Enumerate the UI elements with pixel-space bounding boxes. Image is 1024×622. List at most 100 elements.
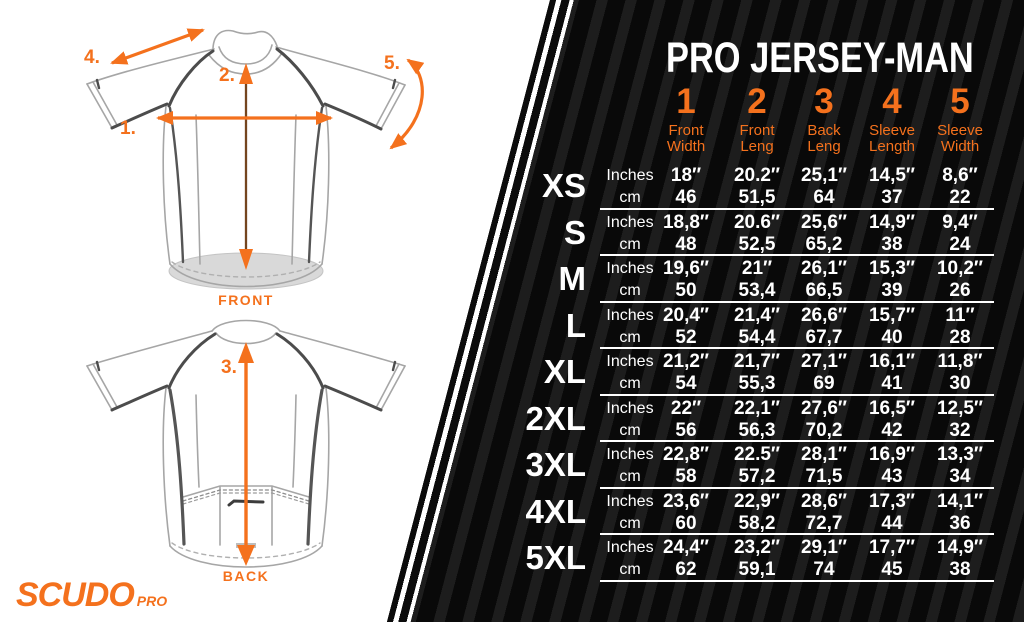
value-inches: 14,1″ (936, 490, 984, 512)
unit-inches-label: Inches (606, 167, 654, 184)
column-label-line1: Front (739, 122, 775, 139)
unit-cm-label: cm (619, 189, 641, 206)
size-label: XL (543, 353, 586, 390)
value-inches: 29,1″ (800, 537, 848, 558)
size-label: S (563, 213, 586, 251)
value-inches: 21″ (741, 258, 773, 279)
marker-3-label: 3. (221, 357, 237, 378)
value-cm: 70,2 (805, 419, 843, 441)
value-cm: 58,2 (738, 512, 776, 534)
table-row: 5XL Inches cm 24,4″ 23,2″ 29,1″ 17,7″ 14… (0, 535, 1024, 582)
size-label: 2XL (525, 399, 586, 437)
value-inches: 21,2″ (662, 351, 710, 372)
value-inches: 8,6″ (942, 165, 978, 186)
table-row: XL Inches cm 21,2″ 21,7″ 27,1″ 16,1″ 11,… (0, 349, 1024, 396)
value-cm: 55,3 (738, 373, 776, 394)
value-inches: 20.2″ (733, 165, 781, 186)
marker-1-label: 1. (120, 118, 136, 139)
value-inches: 22,8″ (662, 444, 710, 465)
size-label: 3XL (525, 446, 586, 483)
value-cm: 64 (813, 187, 835, 208)
value-inches: 10,2″ (936, 258, 984, 279)
back-pocket-zipper-mark (227, 499, 265, 507)
value-cm: 34 (949, 466, 971, 487)
value-inches: 9,4″ (942, 211, 978, 233)
marker-4-label: 4. (84, 47, 100, 68)
value-cm: 51,5 (738, 187, 776, 208)
table-row: M Inches cm 19,6″ 21″ 26,1″ 15,3″ 10,2″ … (0, 256, 1024, 303)
row-separator (600, 440, 994, 442)
column-label-line1: Sleeve (869, 122, 915, 139)
value-cm: 40 (881, 326, 903, 348)
value-cm: 59,1 (738, 559, 776, 580)
value-inches: 11″ (945, 304, 975, 326)
value-inches: 24,4″ (662, 537, 710, 558)
value-inches: 16,1″ (868, 351, 916, 372)
column-number: 1 (676, 82, 696, 121)
value-cm: 48 (675, 233, 697, 255)
table-row: 2XL Inches cm 22″ 22,1″ 27,6″ 16,5″ 12,5… (0, 396, 1024, 442)
value-inches: 16,5″ (868, 397, 916, 419)
value-inches: 25,6″ (800, 211, 848, 233)
table-row: S Inches cm 18,8″ 20.6″ 25,6″ 14,9″ 9,4″… (0, 210, 1024, 256)
column-label-line1: Back (807, 122, 841, 139)
value-cm: 28 (949, 326, 971, 348)
row-separator (600, 347, 994, 349)
value-inches: 22.5″ (733, 444, 781, 465)
size-label: 4XL (525, 492, 586, 530)
value-inches: 22,9″ (733, 490, 781, 512)
unit-inches-label: Inches (606, 353, 654, 370)
value-inches: 23,2″ (733, 537, 781, 558)
value-cm: 54 (675, 373, 697, 394)
value-inches: 15,3″ (868, 258, 916, 279)
value-cm: 52,5 (738, 233, 776, 255)
column-label-line2: Length (869, 138, 915, 155)
unit-cm-label: cm (619, 328, 641, 346)
value-cm: 38 (949, 559, 971, 580)
row-separator (600, 579, 994, 582)
size-label: L (565, 306, 586, 344)
value-inches: 28,6″ (800, 490, 848, 512)
value-inches: 22″ (670, 397, 702, 419)
value-cm: 36 (949, 512, 971, 534)
value-cm: 45 (881, 559, 903, 580)
brand-name: SCUDO (16, 576, 135, 614)
value-inches: 17,3″ (868, 490, 916, 512)
brand-suffix: PRO (136, 593, 168, 609)
value-inches: 13,3″ (936, 444, 984, 465)
column-label-line1: Sleeve (937, 122, 983, 139)
arrow-5-sleeve-width (389, 58, 425, 150)
marker-2-label: 2. (219, 65, 235, 86)
value-cm: 62 (675, 559, 697, 580)
value-cm: 69 (813, 373, 835, 394)
unit-inches-label: Inches (606, 399, 654, 417)
value-inches: 11,8″ (937, 351, 983, 372)
value-cm: 22 (949, 187, 971, 208)
value-inches: 12,5″ (936, 397, 984, 419)
value-cm: 39 (881, 280, 903, 301)
jersey-diagram-art (86, 28, 425, 568)
column-number: 5 (950, 82, 970, 121)
value-inches: 27,6″ (800, 397, 848, 419)
value-inches: 22,1″ (733, 397, 781, 419)
value-inches: 18,8″ (662, 211, 710, 233)
value-cm: 52 (675, 326, 697, 348)
value-cm: 30 (949, 373, 971, 394)
arrow-3-back-length (237, 342, 255, 566)
value-cm: 56 (675, 419, 697, 441)
value-inches: 27,1″ (800, 351, 848, 372)
column-label-line2: Width (940, 138, 980, 155)
table-row: 4XL Inches cm 23,6″ 22,9″ 28,6″ 17,3″ 14… (0, 489, 1024, 535)
column-header: 4 Sleeve Length (857, 84, 927, 155)
back-jersey-drawing (86, 319, 406, 568)
unit-inches-label: Inches (606, 213, 654, 231)
unit-cm-label: cm (619, 282, 641, 299)
table-row: L Inches cm 20,4″ 21,4″ 26,6″ 15,7″ 11″ … (0, 303, 1024, 349)
value-inches: 21,4″ (733, 304, 781, 326)
value-cm: 57,2 (738, 466, 776, 487)
unit-cm-label: cm (619, 421, 641, 439)
value-inches: 14,5″ (868, 165, 916, 186)
value-cm: 32 (949, 419, 971, 441)
unit-cm-label: cm (619, 514, 641, 532)
